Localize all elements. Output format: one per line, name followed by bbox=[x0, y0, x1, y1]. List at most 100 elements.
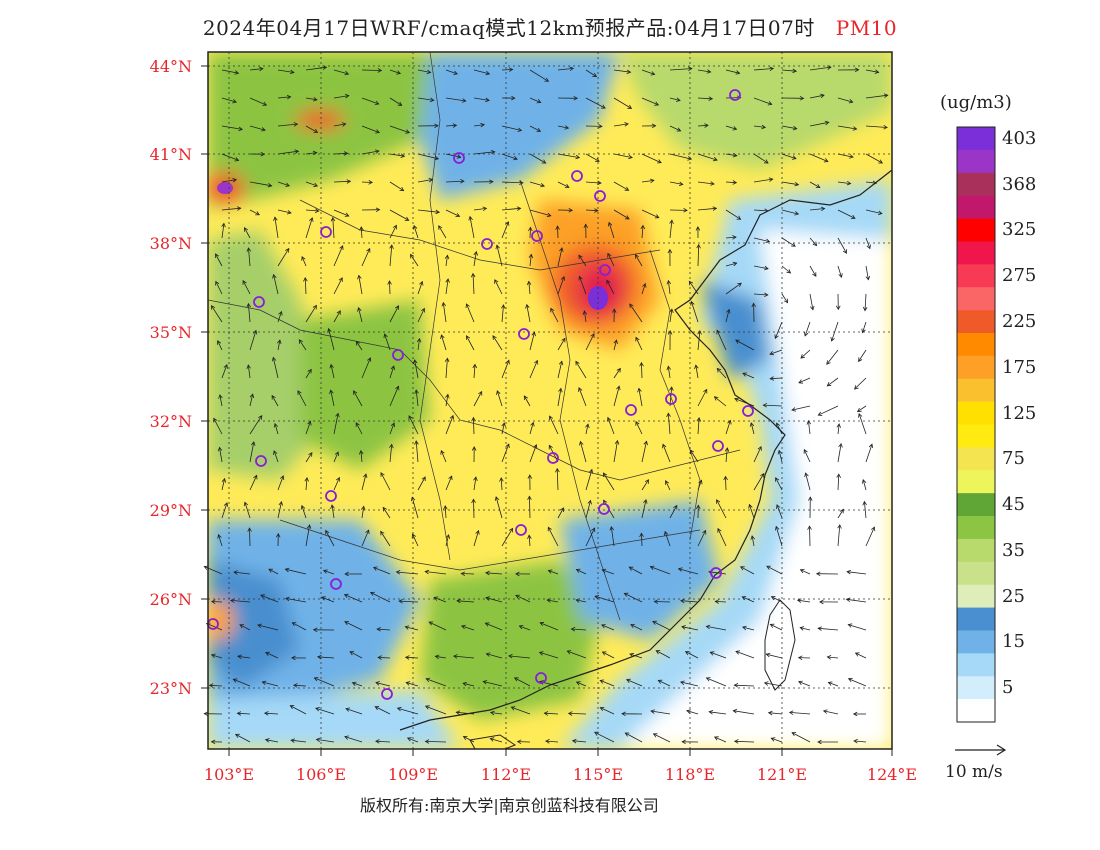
wind-arrow bbox=[389, 365, 395, 379]
wind-arrow-head bbox=[594, 731, 599, 736]
wind-arrow-head bbox=[249, 393, 255, 399]
hainan-outline bbox=[469, 734, 517, 750]
wind-arrow-head bbox=[616, 367, 621, 373]
wind-arrow bbox=[776, 504, 783, 519]
wind-arrow bbox=[742, 596, 755, 603]
wind-arrow bbox=[515, 594, 531, 603]
wind-arrow-head bbox=[313, 128, 319, 133]
wind-arrow-head bbox=[357, 306, 362, 312]
wind-arrow bbox=[361, 97, 379, 105]
wind-arrow bbox=[725, 209, 741, 220]
wind-arrow-head bbox=[500, 304, 506, 309]
wind-arrow-head bbox=[568, 207, 574, 213]
wind-arrow-head bbox=[628, 566, 634, 571]
wind-arrow bbox=[417, 476, 426, 491]
wind-arrow-head bbox=[308, 451, 313, 457]
wind-arrow-head bbox=[573, 95, 579, 101]
wind-arrow-head bbox=[461, 624, 466, 630]
wind-arrow-head bbox=[492, 335, 497, 340]
wind-arrow bbox=[457, 600, 475, 603]
wind-arrow-head bbox=[666, 412, 671, 418]
wind-arrow bbox=[529, 209, 551, 217]
wind-arrow bbox=[547, 527, 559, 547]
variable-label: PM10 bbox=[835, 16, 898, 40]
wind-arrow-head bbox=[862, 306, 868, 312]
wind-arrow-head bbox=[313, 677, 319, 682]
wind-arrow-head bbox=[768, 177, 774, 182]
wind-arrow bbox=[600, 680, 615, 687]
wind-arrow-head bbox=[526, 280, 532, 286]
wind-arrow bbox=[417, 97, 434, 101]
wind-arrow bbox=[314, 677, 335, 687]
city-marker bbox=[381, 688, 393, 700]
wind-arrow bbox=[529, 153, 546, 164]
wind-arrow bbox=[837, 237, 847, 254]
wind-arrow-head bbox=[374, 149, 380, 154]
wind-arrow bbox=[399, 600, 419, 603]
wind-arrow bbox=[277, 69, 294, 73]
legend-unit: (ug/m3) bbox=[940, 92, 1012, 113]
legend-level-label: 368 bbox=[1002, 173, 1037, 195]
wind-arrow bbox=[669, 309, 673, 323]
wind-arrow-head bbox=[578, 254, 583, 260]
city-marker bbox=[325, 490, 337, 502]
wind-arrow bbox=[613, 386, 620, 407]
wind-arrow bbox=[492, 335, 503, 351]
wind-arrow bbox=[352, 682, 363, 687]
legend-border bbox=[956, 126, 996, 723]
wind-arrow bbox=[716, 499, 727, 519]
wind-arrow-head bbox=[635, 420, 640, 426]
wind-arrow bbox=[781, 69, 797, 72]
wind-arrow bbox=[650, 710, 671, 715]
wind-arrow-head bbox=[424, 705, 430, 710]
wind-arrow bbox=[211, 654, 223, 659]
lon-label-118: 118°E bbox=[665, 765, 715, 784]
city-markers bbox=[207, 89, 754, 700]
wind-arrow bbox=[529, 227, 531, 239]
wind-arrow-head bbox=[312, 304, 317, 310]
wind-arrow bbox=[466, 303, 475, 323]
wind-arrow-head bbox=[410, 496, 416, 502]
lon-label-109: 109°E bbox=[388, 765, 438, 784]
wind-arrow-head bbox=[434, 155, 440, 161]
wind-arrow-head bbox=[850, 214, 856, 219]
wind-arrow bbox=[579, 276, 587, 295]
wind-arrow bbox=[434, 597, 447, 603]
wind-arrow bbox=[594, 595, 615, 603]
wind-arrow-head bbox=[429, 97, 435, 103]
wind-arrow-head bbox=[452, 123, 458, 128]
wind-arrow bbox=[333, 69, 349, 75]
wind-arrow bbox=[653, 733, 671, 743]
wind-arrow-head bbox=[737, 282, 742, 287]
wind-arrow-head bbox=[375, 129, 380, 134]
wind-arrow bbox=[571, 628, 587, 631]
wind-arrow bbox=[697, 181, 715, 185]
wind-arrow-head bbox=[406, 737, 412, 742]
wind-arrow bbox=[603, 472, 615, 491]
wind-arrow-head bbox=[527, 495, 532, 500]
wind-arrow-head bbox=[518, 625, 524, 630]
wind-arrow bbox=[373, 567, 391, 575]
city-marker bbox=[453, 152, 465, 164]
wind-arrow bbox=[686, 710, 699, 715]
wind-arrow bbox=[781, 153, 797, 159]
wind-arrow bbox=[613, 181, 629, 191]
wind-arrow-head bbox=[246, 247, 252, 252]
wind-arrow bbox=[575, 361, 587, 379]
wind-arrow bbox=[445, 278, 449, 295]
lon-label-103: 103°E bbox=[204, 765, 254, 784]
wind-arrow bbox=[715, 601, 727, 603]
wind-arrow-head bbox=[471, 446, 477, 451]
wind-arrow-head bbox=[297, 390, 302, 395]
wind-arrow bbox=[249, 415, 263, 435]
wind-arrow bbox=[751, 535, 755, 547]
wind-arrow-head bbox=[822, 709, 828, 714]
wind-arrow bbox=[781, 209, 799, 215]
wind-arrow bbox=[585, 527, 595, 547]
wind-arrow-head bbox=[587, 499, 592, 505]
wind-arrow bbox=[594, 731, 615, 743]
wind-arrow bbox=[529, 422, 534, 435]
wind-arrow bbox=[865, 153, 883, 164]
wind-arrow bbox=[453, 655, 475, 659]
wind-arrow bbox=[405, 626, 419, 631]
